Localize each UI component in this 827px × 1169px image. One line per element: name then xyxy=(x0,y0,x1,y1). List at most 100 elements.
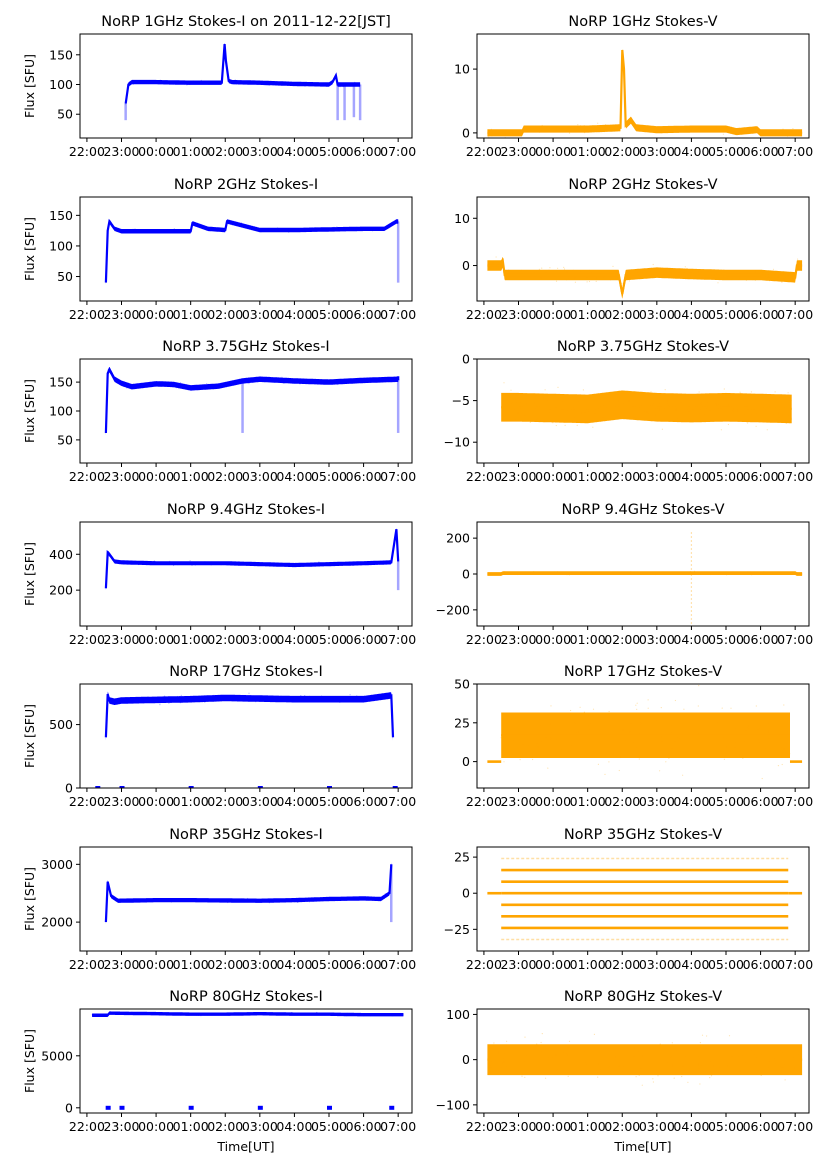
plot-area xyxy=(104,218,400,285)
y-tick-label: −10 xyxy=(444,435,470,450)
data-point xyxy=(697,405,699,407)
data-point xyxy=(153,561,155,563)
data-point xyxy=(311,696,313,698)
data-point xyxy=(548,269,550,271)
data-point xyxy=(574,277,576,279)
data-point xyxy=(198,384,200,386)
series-stokes-i xyxy=(104,218,400,285)
data-point xyxy=(638,1074,640,1076)
data-point xyxy=(595,280,597,282)
data-point xyxy=(676,715,679,718)
data-point xyxy=(733,405,735,407)
panel-title: NoRP 3.75GHz Stokes-V xyxy=(557,339,729,355)
data-point xyxy=(764,748,766,750)
data-point xyxy=(118,382,120,384)
y-tick-label: 10 xyxy=(454,62,470,77)
x-tick-label: 01:00 xyxy=(570,144,606,159)
data-band xyxy=(105,862,392,925)
data-point xyxy=(549,723,551,725)
data-point xyxy=(666,402,668,404)
axes-frame xyxy=(79,1008,413,1114)
data-point xyxy=(730,278,733,280)
series-stokes-v xyxy=(487,1033,803,1086)
data-point xyxy=(749,1067,751,1069)
data-point xyxy=(635,409,637,411)
data-point xyxy=(657,1075,659,1077)
data-point xyxy=(738,278,740,280)
x-tick-label: 23:00 xyxy=(500,144,536,159)
data-point xyxy=(675,720,677,722)
data-point xyxy=(511,134,513,136)
panel-title: NoRP 17GHz Stokes-V xyxy=(564,664,722,680)
data-point xyxy=(510,389,512,391)
data-point xyxy=(582,389,585,391)
data-point xyxy=(782,128,784,130)
data-point xyxy=(300,701,302,703)
data-point xyxy=(752,730,754,732)
data-point xyxy=(740,392,742,395)
data-point xyxy=(618,1065,620,1067)
x-tick-label: 02:00 xyxy=(604,144,640,159)
data-point xyxy=(670,397,672,399)
panel-title: NoRP 1GHz Stokes-V xyxy=(568,14,717,30)
data-line xyxy=(501,403,792,411)
data-point xyxy=(252,695,254,697)
data-point xyxy=(573,416,575,418)
data-point xyxy=(653,274,655,276)
data-point xyxy=(670,1056,672,1058)
data-point xyxy=(784,1079,786,1081)
plot-area xyxy=(124,42,362,121)
data-point xyxy=(540,276,542,279)
data-point xyxy=(541,1033,543,1035)
data-point xyxy=(544,389,546,391)
data-point xyxy=(536,1055,538,1057)
data-point xyxy=(641,276,643,278)
data-point xyxy=(505,278,507,280)
data-point xyxy=(783,278,785,280)
x-tick-label: 03:00 xyxy=(242,1119,278,1134)
data-point xyxy=(500,737,502,739)
y-tick-label: 25 xyxy=(454,850,470,865)
axes-frame xyxy=(476,196,810,302)
data-point xyxy=(593,751,595,754)
y-tick-label: 200 xyxy=(446,531,470,546)
data-point xyxy=(676,271,678,273)
data-band xyxy=(105,366,399,436)
data-point xyxy=(654,573,656,576)
data-point xyxy=(493,1042,495,1044)
data-point xyxy=(549,267,551,269)
data-point xyxy=(673,1077,675,1079)
data-point xyxy=(625,739,627,741)
data-point xyxy=(538,131,541,133)
data-point xyxy=(750,1050,753,1052)
data-point xyxy=(728,1035,731,1037)
data-point xyxy=(370,699,372,701)
data-point xyxy=(597,122,599,124)
data-point xyxy=(648,410,650,412)
data-point xyxy=(576,1067,578,1069)
data-point xyxy=(652,263,654,266)
data-point xyxy=(379,563,381,565)
data-point xyxy=(136,697,138,700)
data-point xyxy=(517,133,519,136)
x-tick-label: 05:00 xyxy=(708,469,744,484)
data-point xyxy=(555,1070,557,1072)
panel-12: 22:0023:0000:0001:0002:0003:0004:0005:00… xyxy=(22,989,416,1154)
panel-title: NoRP 35GHz Stokes-V xyxy=(564,827,722,843)
data-point xyxy=(741,1055,744,1057)
data-point xyxy=(651,276,653,278)
data-point xyxy=(134,387,136,389)
data-point xyxy=(206,383,208,385)
data-point xyxy=(791,130,793,132)
x-tick-label: 07:00 xyxy=(380,632,416,647)
data-point xyxy=(151,697,153,699)
data-point xyxy=(260,231,262,233)
plot-area xyxy=(104,862,393,925)
data-point xyxy=(716,722,718,724)
data-point xyxy=(213,695,215,698)
data-point xyxy=(539,725,541,727)
panel-0: 22:0023:0000:0001:0002:0003:0004:0005:00… xyxy=(22,14,416,159)
x-tick-label: 22:00 xyxy=(466,144,502,159)
data-point xyxy=(602,417,604,419)
x-tick-label: 01:00 xyxy=(173,794,209,809)
